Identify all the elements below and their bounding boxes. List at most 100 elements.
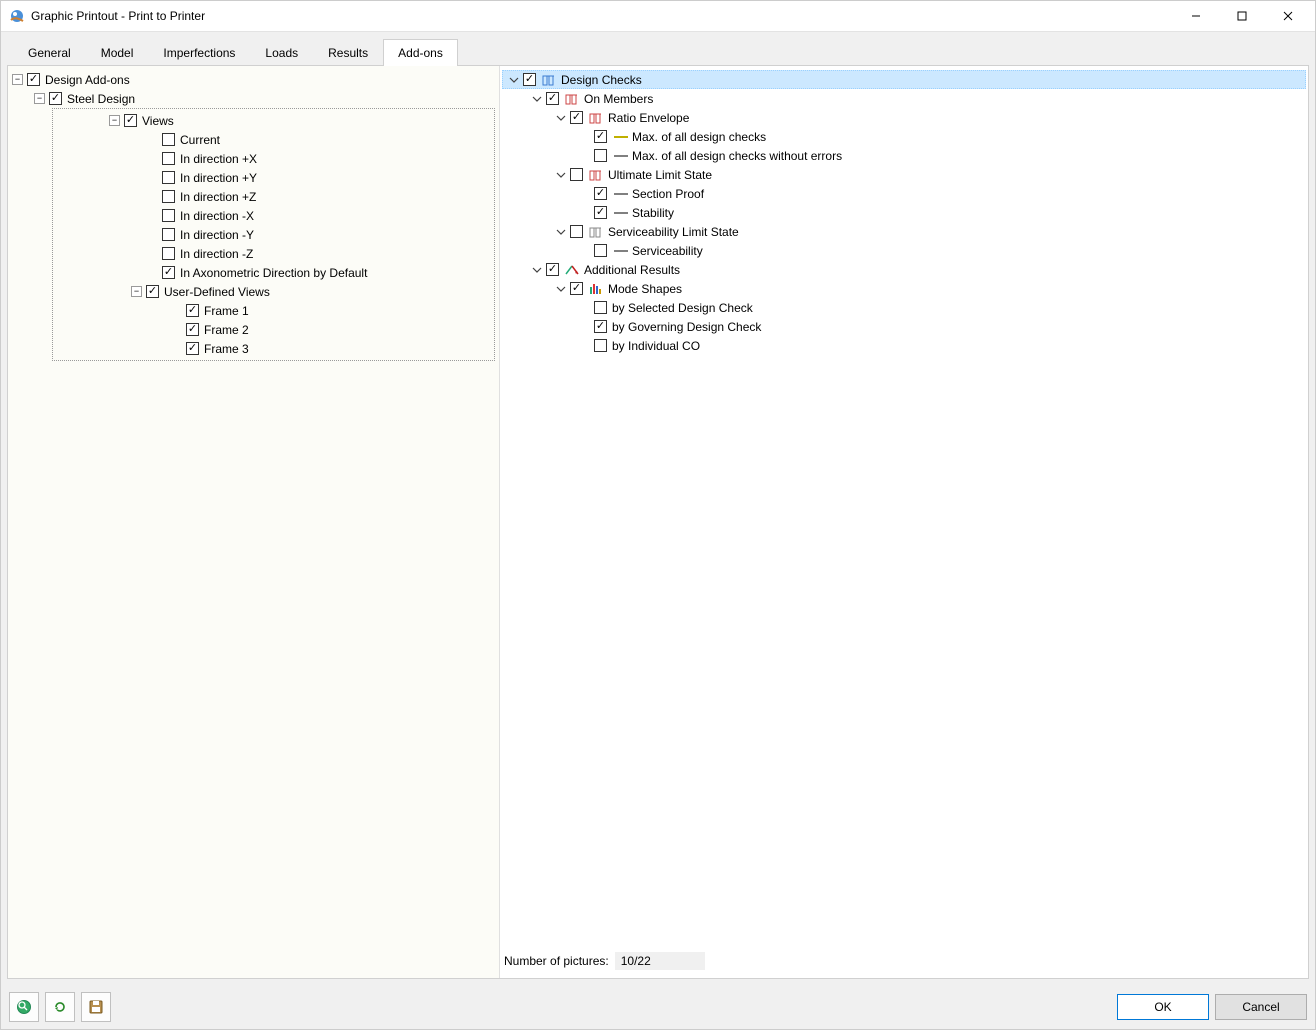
tree-item-views[interactable]: −Views: [55, 111, 492, 130]
help-icon-button[interactable]: [9, 992, 39, 1022]
views-selection-frame: −ViewsCurrentIn direction +XIn direction…: [52, 108, 495, 361]
tree-item-mode-shapes[interactable]: Mode Shapes: [502, 279, 1306, 298]
tree-item-in-direction-x-checkbox[interactable]: [162, 209, 175, 222]
tree-item-frame-2[interactable]: Frame 2: [55, 320, 492, 339]
tree-item-in-axonometric-direction-by-default[interactable]: In Axonometric Direction by Default: [55, 263, 492, 282]
chevron-down-icon[interactable]: [554, 227, 568, 237]
tree-item-frame-1-checkbox[interactable]: [186, 304, 199, 317]
chevron-down-icon[interactable]: [554, 284, 568, 294]
tree-item-design-add-ons-checkbox[interactable]: [27, 73, 40, 86]
tree-item-serviceability-limit-state-checkbox[interactable]: [570, 225, 583, 238]
tree-item-by-governing-design-check-checkbox[interactable]: [594, 320, 607, 333]
tree-item-in-direction-x[interactable]: In direction +X: [55, 149, 492, 168]
tree-item-current-checkbox[interactable]: [162, 133, 175, 146]
tree-item-in-direction-y-label: In direction -Y: [180, 228, 254, 242]
tree-item-mode-shapes-label: Mode Shapes: [608, 282, 682, 296]
tree-item-in-direction-y[interactable]: In direction +Y: [55, 168, 492, 187]
tree-item-serviceability-checkbox[interactable]: [594, 244, 607, 257]
right-tree-pane[interactable]: Design ChecksOn MembersRatio EnvelopeMax…: [500, 66, 1308, 948]
pictures-count-label: Number of pictures:: [504, 954, 609, 968]
tree-item-by-individual-co-checkbox[interactable]: [594, 339, 607, 352]
tab-general[interactable]: General: [13, 39, 86, 66]
frame-red-icon: [588, 111, 604, 125]
tree-item-in-direction-z-checkbox[interactable]: [162, 190, 175, 203]
tab-model[interactable]: Model: [86, 39, 149, 66]
tree-item-in-direction-y-checkbox[interactable]: [162, 228, 175, 241]
tree-item-frame-3-checkbox[interactable]: [186, 342, 199, 355]
cancel-button[interactable]: Cancel: [1215, 994, 1307, 1020]
tree-item-frame-2-checkbox[interactable]: [186, 323, 199, 336]
split-panes: −Design Add-ons−Steel Design−ViewsCurren…: [8, 66, 1308, 978]
tree-item-max-of-all-design-checks-checkbox[interactable]: [594, 130, 607, 143]
tree-item-max-of-all-design-checks[interactable]: Max. of all design checks: [502, 127, 1306, 146]
tab-loads[interactable]: Loads: [250, 39, 313, 66]
tree-item-design-checks[interactable]: Design Checks: [502, 70, 1306, 89]
tree-item-steel-design-checkbox[interactable]: [49, 92, 62, 105]
collapse-icon[interactable]: −: [12, 74, 23, 85]
collapse-icon[interactable]: −: [109, 115, 120, 126]
frame-blue-icon: [541, 73, 557, 87]
tree-item-on-members-checkbox[interactable]: [546, 92, 559, 105]
tree-item-ultimate-limit-state-checkbox[interactable]: [570, 168, 583, 181]
tree-item-in-axonometric-direction-by-default-checkbox[interactable]: [162, 266, 175, 279]
tree-item-design-add-ons-label: Design Add-ons: [45, 73, 130, 87]
tree-item-serviceability[interactable]: Serviceability: [502, 241, 1306, 260]
tree-item-section-proof[interactable]: Section Proof: [502, 184, 1306, 203]
tree-item-by-individual-co[interactable]: by Individual CO: [502, 336, 1306, 355]
tree-item-design-checks-checkbox[interactable]: [523, 73, 536, 86]
tree-item-in-direction-z[interactable]: In direction +Z: [55, 187, 492, 206]
maximize-button[interactable]: [1219, 1, 1265, 31]
arrow-red-icon: [564, 263, 580, 277]
tree-item-stability-checkbox[interactable]: [594, 206, 607, 219]
tree-item-ultimate-limit-state[interactable]: Ultimate Limit State: [502, 165, 1306, 184]
minimize-button[interactable]: [1173, 1, 1219, 31]
chevron-down-icon[interactable]: [530, 94, 544, 104]
tree-item-in-direction-x-checkbox[interactable]: [162, 152, 175, 165]
chevron-down-icon[interactable]: [554, 113, 568, 123]
tree-item-stability[interactable]: Stability: [502, 203, 1306, 222]
tree-item-ratio-envelope[interactable]: Ratio Envelope: [502, 108, 1306, 127]
chevron-down-icon[interactable]: [530, 265, 544, 275]
tree-item-max-of-all-design-checks-without-errors[interactable]: Max. of all design checks without errors: [502, 146, 1306, 165]
tree-item-in-direction-x[interactable]: In direction -X: [55, 206, 492, 225]
tree-item-additional-results-checkbox[interactable]: [546, 263, 559, 276]
tree-item-in-direction-z[interactable]: In direction -Z: [55, 244, 492, 263]
tab-results[interactable]: Results: [313, 39, 383, 66]
collapse-icon[interactable]: −: [131, 286, 142, 297]
ok-button[interactable]: OK: [1117, 994, 1209, 1020]
collapse-icon[interactable]: −: [34, 93, 45, 104]
tree-item-max-of-all-design-checks-without-errors-checkbox[interactable]: [594, 149, 607, 162]
tree-item-by-selected-design-check[interactable]: by Selected Design Check: [502, 298, 1306, 317]
close-button[interactable]: [1265, 1, 1311, 31]
tab-imperfections[interactable]: Imperfections: [148, 39, 250, 66]
tree-item-design-add-ons[interactable]: − Design Add-ons: [10, 70, 497, 89]
tree-item-frame-2-label: Frame 2: [204, 323, 249, 337]
tree-item-in-direction-y-checkbox[interactable]: [162, 171, 175, 184]
tree-item-in-direction-z-checkbox[interactable]: [162, 247, 175, 260]
tree-item-user-defined-views[interactable]: −User-Defined Views: [55, 282, 492, 301]
tree-item-mode-shapes-checkbox[interactable]: [570, 282, 583, 295]
tree-item-frame-3[interactable]: Frame 3: [55, 339, 492, 358]
tree-item-ratio-envelope-checkbox[interactable]: [570, 111, 583, 124]
tree-item-user-defined-views-checkbox[interactable]: [146, 285, 159, 298]
tree-item-additional-results[interactable]: Additional Results: [502, 260, 1306, 279]
tab-add-ons[interactable]: Add-ons: [383, 39, 458, 66]
expander-spacer: [147, 267, 158, 278]
tree-item-steel-design[interactable]: −Steel Design: [32, 89, 497, 108]
refresh-icon-button[interactable]: [45, 992, 75, 1022]
tree-item-section-proof-checkbox[interactable]: [594, 187, 607, 200]
tree-item-frame-1[interactable]: Frame 1: [55, 301, 492, 320]
tree-item-on-members[interactable]: On Members: [502, 89, 1306, 108]
tree-item-current[interactable]: Current: [55, 130, 492, 149]
tree-item-by-governing-design-check[interactable]: by Governing Design Check: [502, 317, 1306, 336]
tree-item-serviceability-limit-state[interactable]: Serviceability Limit State: [502, 222, 1306, 241]
chevron-down-icon[interactable]: [554, 170, 568, 180]
tree-item-in-direction-y[interactable]: In direction -Y: [55, 225, 492, 244]
save-icon-button[interactable]: [81, 992, 111, 1022]
left-tree-pane[interactable]: −Design Add-ons−Steel Design−ViewsCurren…: [8, 66, 500, 978]
tree-item-frame-1-label: Frame 1: [204, 304, 249, 318]
tree-item-views-checkbox[interactable]: [124, 114, 137, 127]
chevron-down-icon[interactable]: [507, 75, 521, 85]
tree-item-by-selected-design-check-checkbox[interactable]: [594, 301, 607, 314]
tab-strip: GeneralModelImperfectionsLoadsResultsAdd…: [7, 38, 1309, 65]
